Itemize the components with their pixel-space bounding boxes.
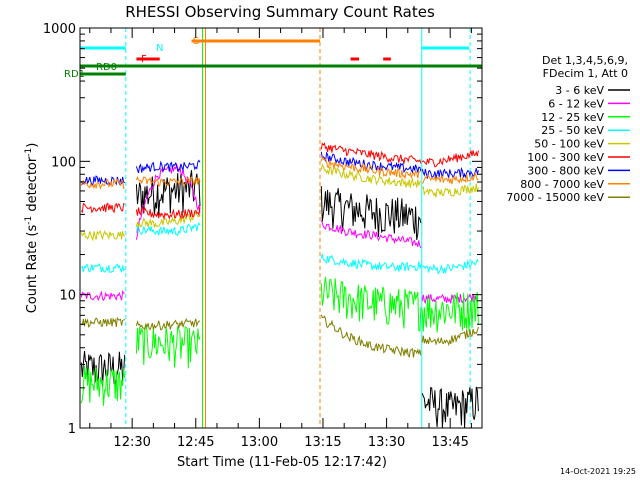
legend-header-line-1: Det 1,3,4,5,6,9,: [542, 54, 628, 67]
series-line: [320, 186, 422, 240]
series-line: [421, 172, 479, 185]
legend-label: 50 - 100 keV: [534, 138, 604, 151]
flag-label-s: S: [193, 36, 199, 47]
y-tick-label: 100: [51, 155, 76, 170]
legend-label: 12 - 25 keV: [541, 111, 604, 124]
flag-label-f: F: [141, 54, 147, 65]
series-line: [80, 263, 126, 274]
legend-label: 100 - 300 keV: [527, 151, 604, 164]
series-line: [135, 324, 201, 369]
series-line: [320, 253, 422, 272]
x-tick-label: 13:00: [241, 435, 278, 450]
y-axis-title: Count Rate (s-1 detector-1): [24, 143, 40, 314]
series-line: [320, 220, 422, 249]
series-line: [421, 183, 479, 198]
flag-label-rd0: RD0: [96, 62, 117, 73]
series-line: [320, 155, 422, 180]
series-lines: [80, 142, 479, 429]
flag-bars: N S F RD0 RD1: [64, 36, 482, 80]
series-line: [421, 386, 479, 429]
series-line: [80, 229, 125, 242]
vertical-markers: [125, 28, 471, 428]
chart-title: RHESSI Observing Summary Count Rates: [125, 3, 435, 21]
x-tick-label: 12:45: [177, 435, 214, 450]
flag-label-n: N: [156, 43, 163, 54]
series-line: [80, 175, 125, 187]
legend-header-line-2: FDecim 1, Att 0: [543, 67, 628, 80]
legend: Det 1,3,4,5,6,9, FDecim 1, Att 0 3 - 6 k…: [506, 54, 630, 204]
series-line: [421, 150, 479, 168]
series-line: [135, 210, 201, 228]
x-axis-title: Start Time (11-Feb-05 12:17:42): [177, 455, 387, 470]
series-line: [421, 258, 479, 275]
y-tick-label: 1000: [43, 22, 76, 37]
x-axis: 12:30 12:45 13:00 13:15 13:30 13:45: [89, 28, 472, 450]
x-tick-label: 12:30: [113, 435, 150, 450]
series-line: [320, 276, 422, 332]
series-line: [135, 175, 201, 188]
legend-label: 800 - 7000 keV: [520, 178, 604, 191]
x-tick-label: 13:30: [368, 435, 405, 450]
series-line: [135, 159, 201, 174]
legend-label: 3 - 6 keV: [555, 84, 604, 97]
series-line: [421, 167, 479, 180]
series-line: [135, 318, 200, 331]
legend-label: 7000 - 15000 keV: [506, 191, 604, 204]
series-line: [80, 365, 126, 406]
legend-label: 300 - 800 keV: [527, 164, 604, 177]
y-tick-label: 10: [59, 289, 76, 304]
legend-label: 6 - 12 keV: [548, 97, 604, 110]
series-line: [421, 326, 479, 347]
y-axis: 1 10 100 1000: [43, 22, 482, 437]
x-tick-label: 13:15: [304, 435, 341, 450]
series-line: [320, 151, 422, 174]
series-line: [421, 292, 479, 333]
series-line: [135, 207, 201, 221]
series-line: [320, 314, 422, 358]
series-line: [320, 142, 422, 164]
flag-label-rd1: RD1: [64, 69, 85, 80]
y-tick-label: 1: [68, 422, 76, 437]
series-line: [135, 222, 201, 237]
series-line: [80, 177, 125, 190]
date-stamp: 14-Oct-2021 19:25: [560, 467, 636, 476]
series-line: [80, 290, 125, 302]
series-line: [80, 202, 125, 214]
series-line: [81, 316, 126, 328]
legend-label: 25 - 50 keV: [541, 124, 604, 137]
series-line: [421, 293, 479, 305]
series-line: [320, 163, 422, 188]
series-line: [80, 351, 126, 387]
x-tick-label: 13:45: [431, 435, 468, 450]
